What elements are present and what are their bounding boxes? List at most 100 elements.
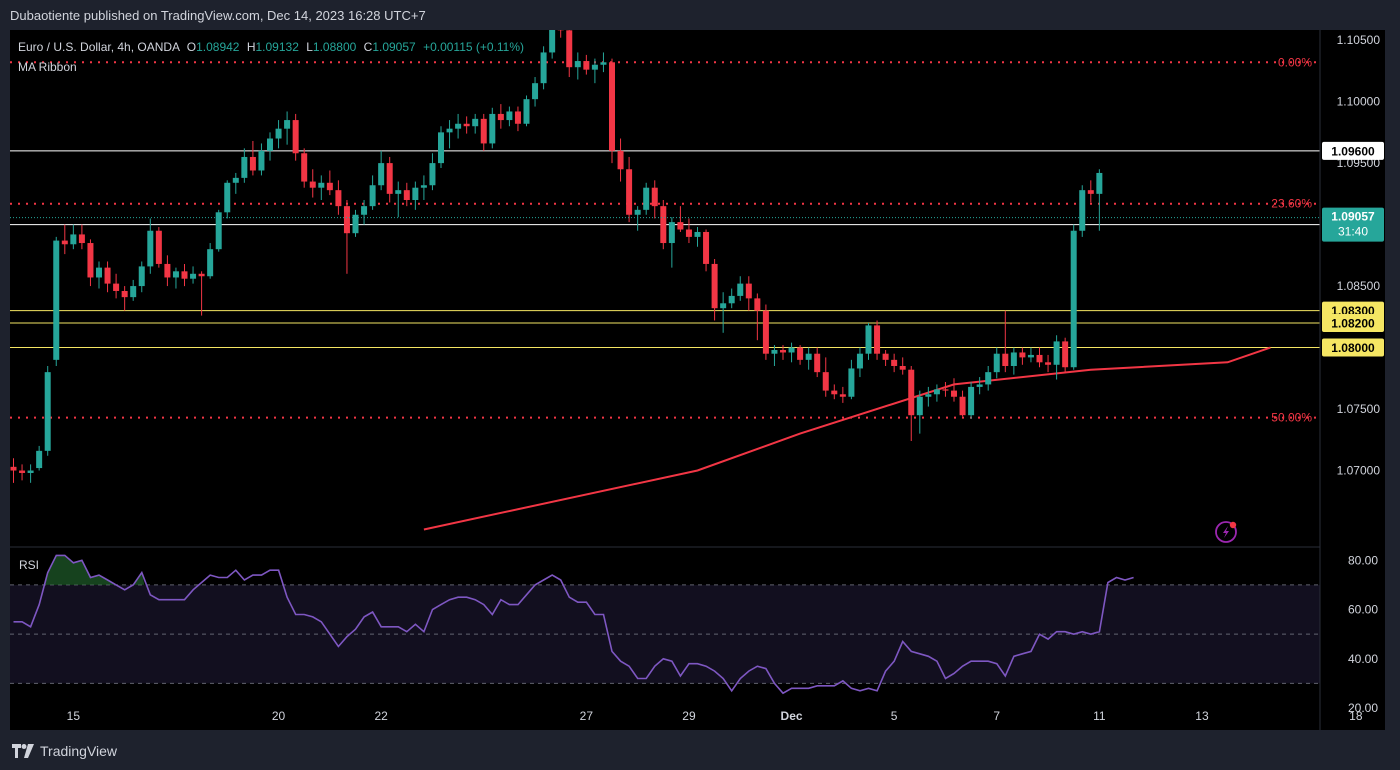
time-tick-label: 7 [993,709,1000,723]
candle-body [121,290,128,298]
candle [249,140,256,176]
fib-label: 23.60% [1271,197,1312,211]
ma-ribbon-line [423,346,1271,531]
candle-body [497,113,504,121]
candle [190,266,197,284]
rsi-tick-label: 20.00 [1348,701,1378,715]
candle [121,286,128,311]
level-tag-label: 1.08200 [1331,316,1375,330]
candle-body [155,230,162,264]
price-tick-label: 1.07000 [1337,464,1381,478]
candle-body [318,182,325,188]
candle [720,292,727,333]
candle-body [429,163,436,186]
candle-body [711,263,718,309]
last-price-label: 1.09057 [1331,210,1375,224]
legend-high: 1.09132 [256,40,300,54]
legend-indicator[interactable]: MA Ribbon [18,60,77,74]
rsi-title[interactable]: RSI [19,558,39,572]
candle [412,181,419,210]
legend-open: 1.08942 [196,40,240,54]
time-axis[interactable]: 15 20 22 27 29 Dec 5 7 11 13 18 [67,709,1363,723]
candle-body [207,249,214,277]
candle [455,113,462,139]
price-axis[interactable]: 1.105001.100001.095001.090001.085001.080… [1337,33,1381,477]
candle-body [1096,172,1103,194]
candle-body [959,396,966,416]
time-tick-label: 11 [1093,709,1106,723]
flash-icon[interactable] [1215,521,1237,543]
candle [292,113,299,161]
level-tags: 1.096001.090001.083001.082001.080001.090… [1322,141,1384,357]
main-pane[interactable]: 0.00% 23.60% 50.00% [10,9,1320,531]
candle-body [737,283,744,296]
candle-body [138,266,145,287]
candle [1096,169,1103,231]
candle-body [489,113,496,144]
candle [258,143,265,176]
tradingview-logo-icon [12,744,34,758]
candle-body [626,169,633,215]
candle-body [532,83,539,100]
candle-body [874,325,881,354]
candle-body [104,267,111,284]
candle-body [583,61,590,70]
candle-body [420,185,427,188]
candle [703,229,710,272]
candle-body [284,120,291,129]
rsi-pane[interactable] [10,554,1320,695]
candle [138,261,145,293]
candle [976,377,983,395]
candle-body [720,303,727,309]
candle [78,224,85,250]
candle [420,175,427,200]
candle-body [566,30,573,68]
level-tag [1322,141,1384,160]
candle-body [480,118,487,144]
rsi-axis[interactable]: 80.00 60.00 40.00 20.00 [1348,553,1378,715]
candle [275,120,282,149]
candle [856,347,863,378]
candle-body [215,212,222,250]
candle [130,279,137,301]
rsi-overbought-fill [45,555,145,585]
candle-body [865,325,872,354]
time-tick-label: 27 [580,709,594,723]
candle-body [797,347,804,360]
candle-body [164,263,171,278]
time-tick-label: 5 [891,709,898,723]
candle [865,322,872,360]
candle [677,206,684,232]
chart-svg[interactable]: 0.00%23.60%50.00% 1.105001.100001.095001… [10,9,1385,730]
candle [87,239,94,287]
candle [668,217,675,268]
time-tick-label: Dec [781,709,803,723]
fib-label: 0.00% [1278,55,1312,69]
candle [583,54,590,75]
candle [1062,337,1069,373]
candle-body [745,283,752,299]
candle [181,263,188,287]
horizontal-levels [10,150,1320,349]
candle-body [352,214,359,234]
candle [574,52,581,80]
candle-body [309,181,316,188]
candle [891,353,898,373]
candle [361,200,368,225]
candle-body [762,310,769,354]
candle [1019,347,1026,365]
candle-body [1079,190,1086,231]
candle-body [1053,341,1060,365]
candle [514,106,521,132]
candle-body [386,163,393,194]
candle [780,345,786,360]
candle-body [395,190,402,194]
chart-frame[interactable]: 0.00% 23.60% 50.00% 1.10500 1.10000 1.09500 1… [10,9,1385,730]
candle-body [36,450,43,469]
candle [378,150,385,191]
candle [1002,310,1009,373]
candle [968,381,975,419]
candle-body [540,52,547,84]
candle-body [70,234,77,245]
tradingview-brand[interactable]: TradingView [12,742,117,760]
